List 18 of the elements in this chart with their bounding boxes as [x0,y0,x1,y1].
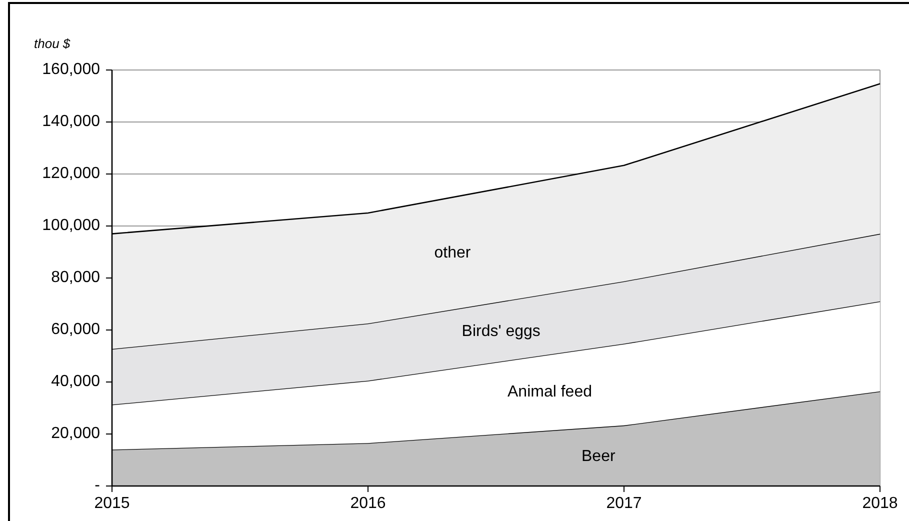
series-label: Animal feed [508,384,592,401]
series-label: other [434,244,472,262]
y-tick-label: 100,000 [42,217,100,234]
y-tick-label: 40,000 [51,373,100,390]
y-tick-label: - [94,477,100,494]
y-axis-title: thou $ [34,36,71,51]
x-tick-label: 2015 [94,495,130,512]
y-tick-label: 60,000 [51,321,100,338]
y-tick-label: 140,000 [42,113,100,130]
x-tick-label: 2016 [350,495,386,512]
y-tick-label: 80,000 [51,269,100,286]
x-tick-label: 2017 [606,495,642,512]
y-tick-label: 160,000 [42,61,100,78]
series-label: Beer [582,448,616,465]
x-tick-label: 2018 [862,495,898,512]
y-tick-label: 20,000 [51,425,100,442]
series-label: Birds' eggs [462,322,540,340]
y-tick-label: 120,000 [42,165,100,182]
